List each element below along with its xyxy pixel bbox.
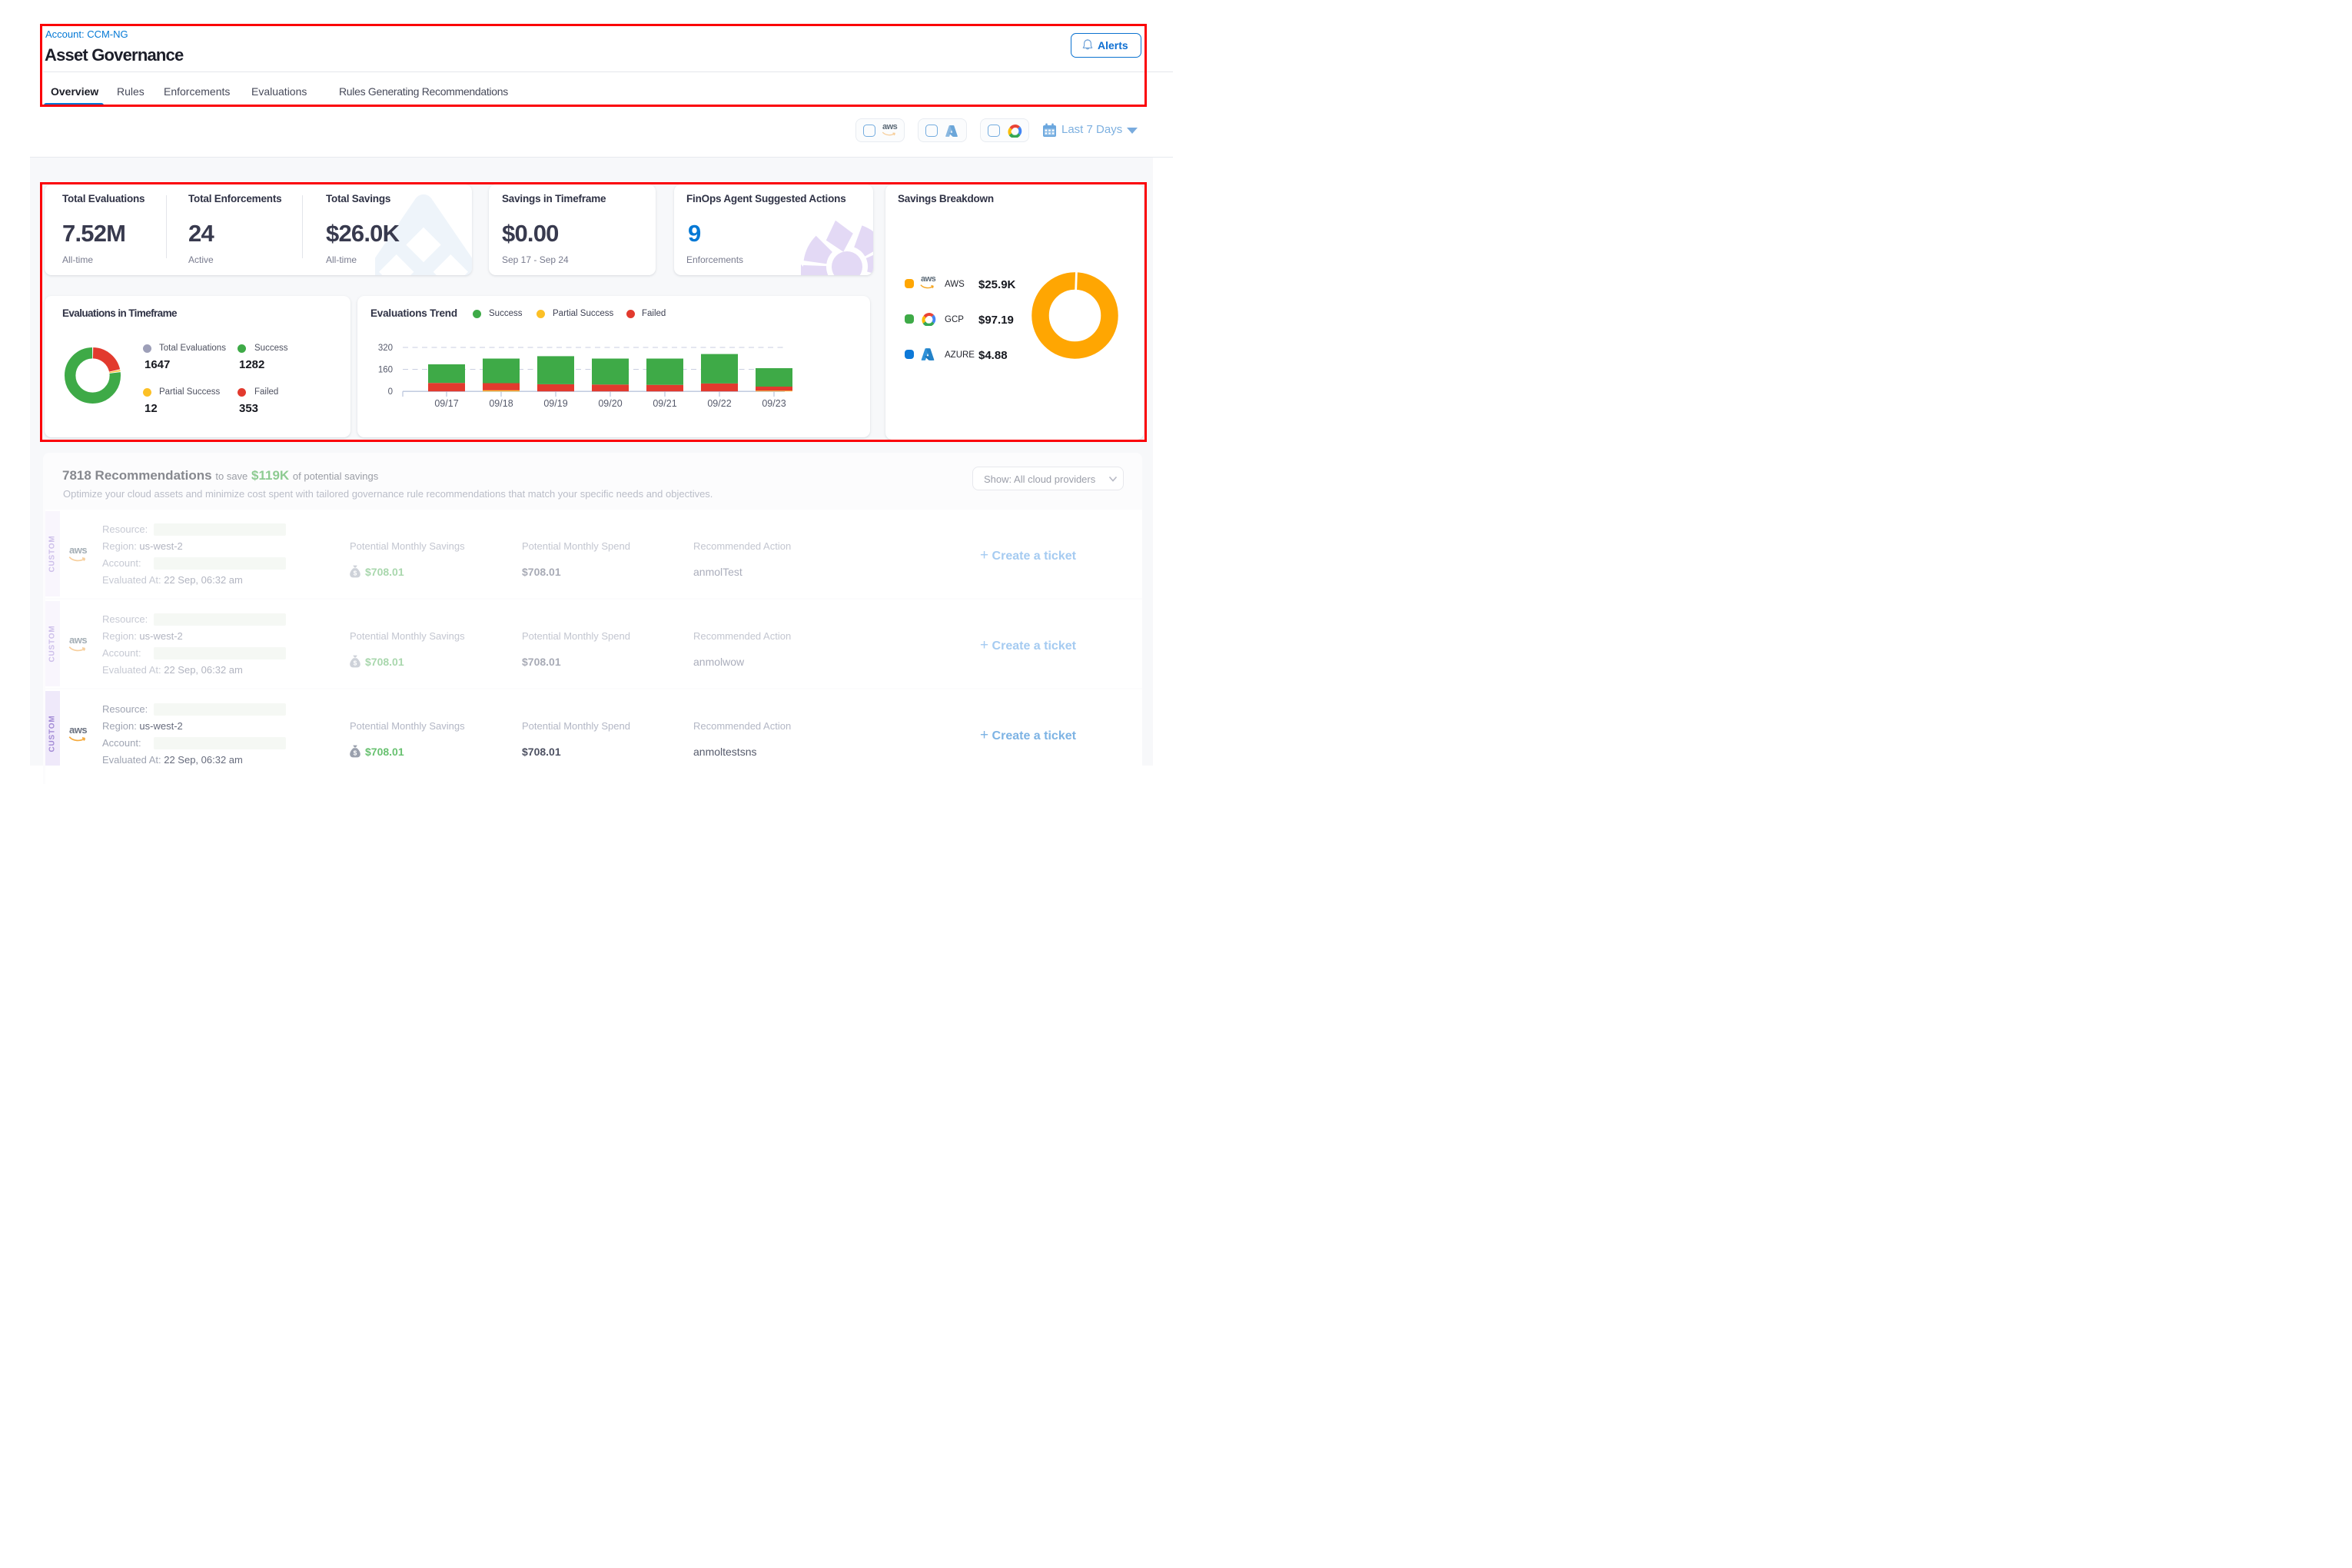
svg-text:0: 0 [388,387,393,397]
svg-text:320: 320 [378,344,393,353]
svg-text:$: $ [354,749,357,757]
svg-text:160: 160 [378,366,393,375]
svg-text:09/17: 09/17 [434,398,458,409]
svg-text:09/22: 09/22 [707,398,731,409]
svg-text:09/21: 09/21 [653,398,676,409]
svg-text:09/23: 09/23 [762,398,786,409]
svg-text:$: $ [354,659,357,667]
svg-text:09/18: 09/18 [489,398,513,409]
svg-text:09/20: 09/20 [598,398,622,409]
svg-text:$: $ [354,570,357,577]
svg-text:09/19: 09/19 [543,398,567,409]
